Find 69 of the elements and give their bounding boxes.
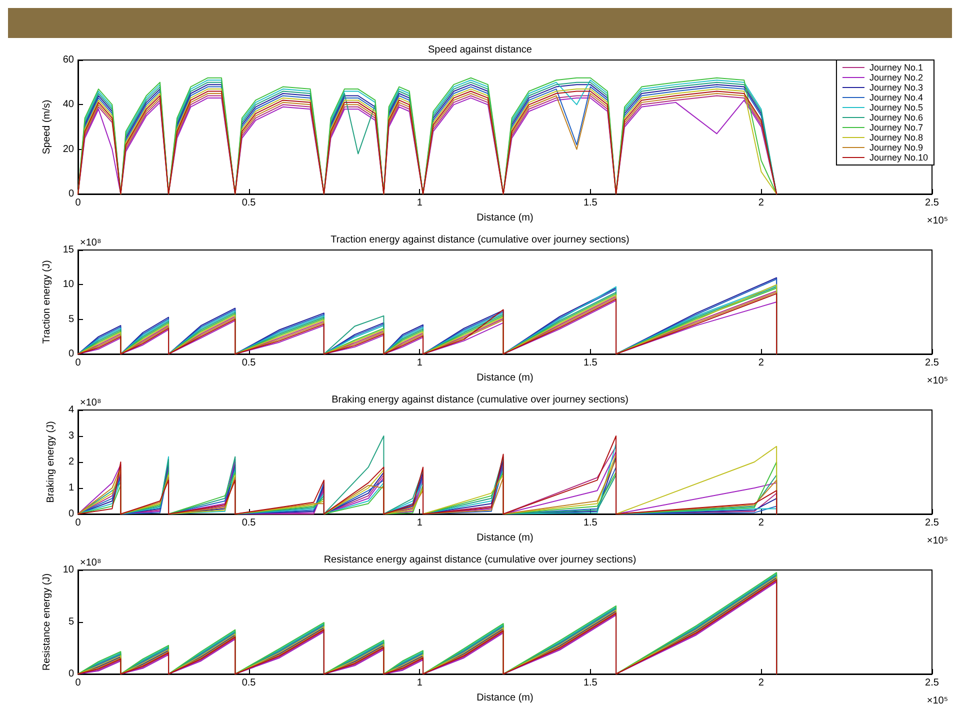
legend-label: Journey No.5: [869, 102, 923, 112]
x-tick-label: 2.5: [925, 198, 940, 208]
x-tick-label: 0: [75, 358, 82, 368]
x-tick-label: 0.5: [242, 358, 256, 368]
text: ×10⁵: [926, 536, 948, 546]
x-tick-label: 1: [416, 358, 423, 368]
y-tick-label: 4: [68, 404, 74, 416]
y-tick-label: 15: [62, 244, 74, 256]
x-tick-label: 0: [75, 518, 82, 528]
y-tick-label: 0: [68, 188, 74, 200]
x-tick-label: 0.5: [242, 518, 256, 528]
x-tick-label: 2.5: [925, 518, 940, 528]
chart-title: Speed against distance: [428, 44, 532, 56]
legend-label: Journey No.9: [869, 142, 923, 152]
x-axis-title: Distance (m): [476, 212, 534, 224]
y-tick-label: 1: [68, 482, 74, 494]
y-tick-label: 2: [68, 456, 74, 468]
x-axis-title: Distance (m): [476, 372, 534, 384]
x-tick-label: 1.5: [583, 518, 598, 528]
y-tick-label: 60: [62, 54, 74, 66]
y-axis-title: Resistance energy (J): [41, 573, 52, 671]
y-axis-title: Speed (m/s): [41, 100, 52, 154]
legend-label: Journey No.6: [869, 112, 923, 122]
legend-label: Journey No.4: [869, 92, 923, 102]
x-axis-title: Distance (m): [476, 532, 534, 544]
x-tick-label: 2: [758, 518, 764, 528]
x-tick-label: 0: [75, 198, 82, 208]
x-tick-label: 0.5: [242, 678, 256, 688]
y-tick-label: 10: [62, 279, 74, 290]
x-tick-label: 1: [416, 198, 423, 208]
legend-label: Journey No.7: [869, 122, 923, 132]
x-tick-label: 1.5: [583, 198, 598, 208]
text: ×10⁵: [926, 376, 948, 386]
y-tick-label: 0: [68, 348, 74, 360]
chart-title: Resistance energy against distance (cumulative over journey sections): [324, 554, 636, 566]
x-tick-label: 2.5: [925, 358, 940, 368]
y-tick-label: 3: [68, 430, 74, 442]
y-tick-label: 0: [68, 668, 74, 680]
x-tick-label: 2: [758, 358, 764, 368]
text: ×10⁵: [926, 696, 948, 706]
y-tick-label: 20: [62, 144, 74, 155]
y-axis-title: Braking energy (J): [46, 421, 56, 503]
chart-title: Braking energy against distance (cumulative over journey sections): [332, 394, 628, 406]
x-tick-label: 2.5: [925, 678, 940, 688]
legend-label: Journey No.1: [869, 62, 923, 72]
x-axis-title: Distance (m): [476, 692, 534, 704]
y-tick-label: 10: [62, 564, 74, 576]
x-tick-label: 1: [416, 518, 423, 528]
y-tick-label: 0: [68, 508, 74, 520]
x-tick-label: 1: [416, 678, 423, 688]
legend-label: Journey No.8: [869, 132, 923, 142]
text: ×10⁸: [80, 398, 102, 408]
y-tick-label: 5: [68, 314, 74, 325]
legend-label: Journey No.2: [869, 72, 923, 82]
legend-label: Journey No.10: [869, 152, 928, 162]
x-tick-label: 1.5: [583, 678, 598, 688]
chart-title: Traction energy against distance (cumulative over journey sections): [330, 234, 630, 246]
y-tick-label: 40: [62, 99, 74, 110]
y-tick-label: 5: [68, 616, 74, 628]
x-tick-label: 2: [758, 678, 764, 688]
text: ×10⁵: [926, 216, 948, 226]
x-tick-label: 1.5: [583, 358, 598, 368]
text: ×10⁸: [80, 238, 102, 248]
x-tick-label: 0: [75, 678, 82, 688]
x-tick-label: 2: [758, 198, 764, 208]
legend-label: Journey No.3: [869, 82, 923, 92]
text: ×10⁸: [80, 558, 102, 568]
y-axis-title: Traction energy (J): [41, 260, 52, 344]
x-tick-label: 0.5: [242, 198, 256, 208]
